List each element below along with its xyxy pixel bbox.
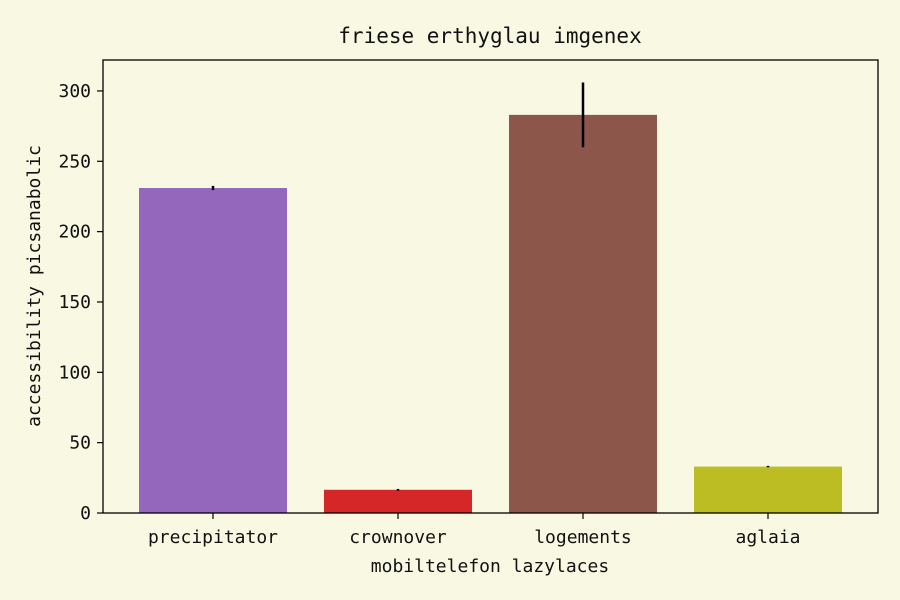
chart-title: friese erthyglau imgenex xyxy=(338,24,641,48)
x-tick-label: precipitator xyxy=(148,527,278,548)
y-tick-label: 300 xyxy=(58,81,91,102)
y-tick-label: 100 xyxy=(58,362,91,383)
bar-logements xyxy=(509,114,657,514)
y-tick-label: 250 xyxy=(58,151,91,172)
plot-area: precipitator crownover logements aglaia 0 50 1… xyxy=(58,59,879,548)
x-axis-label: mobiltelefon lazylaces xyxy=(371,556,609,577)
y-tick-label: 50 xyxy=(69,433,91,454)
bar-aglaia xyxy=(694,466,842,513)
bar-crownover xyxy=(324,489,472,513)
y-axis-label: accessibility picsanabolic xyxy=(24,145,45,427)
y-tick-label: 150 xyxy=(58,292,91,313)
y-tick-label: 200 xyxy=(58,222,91,243)
x-tick-label: aglaia xyxy=(735,527,800,548)
x-tick-label: logements xyxy=(534,527,632,548)
plot-frame xyxy=(102,59,879,514)
bar-precipitator xyxy=(139,188,287,514)
y-tick-label: 0 xyxy=(80,503,91,524)
x-tick-label: crownover xyxy=(349,527,447,548)
